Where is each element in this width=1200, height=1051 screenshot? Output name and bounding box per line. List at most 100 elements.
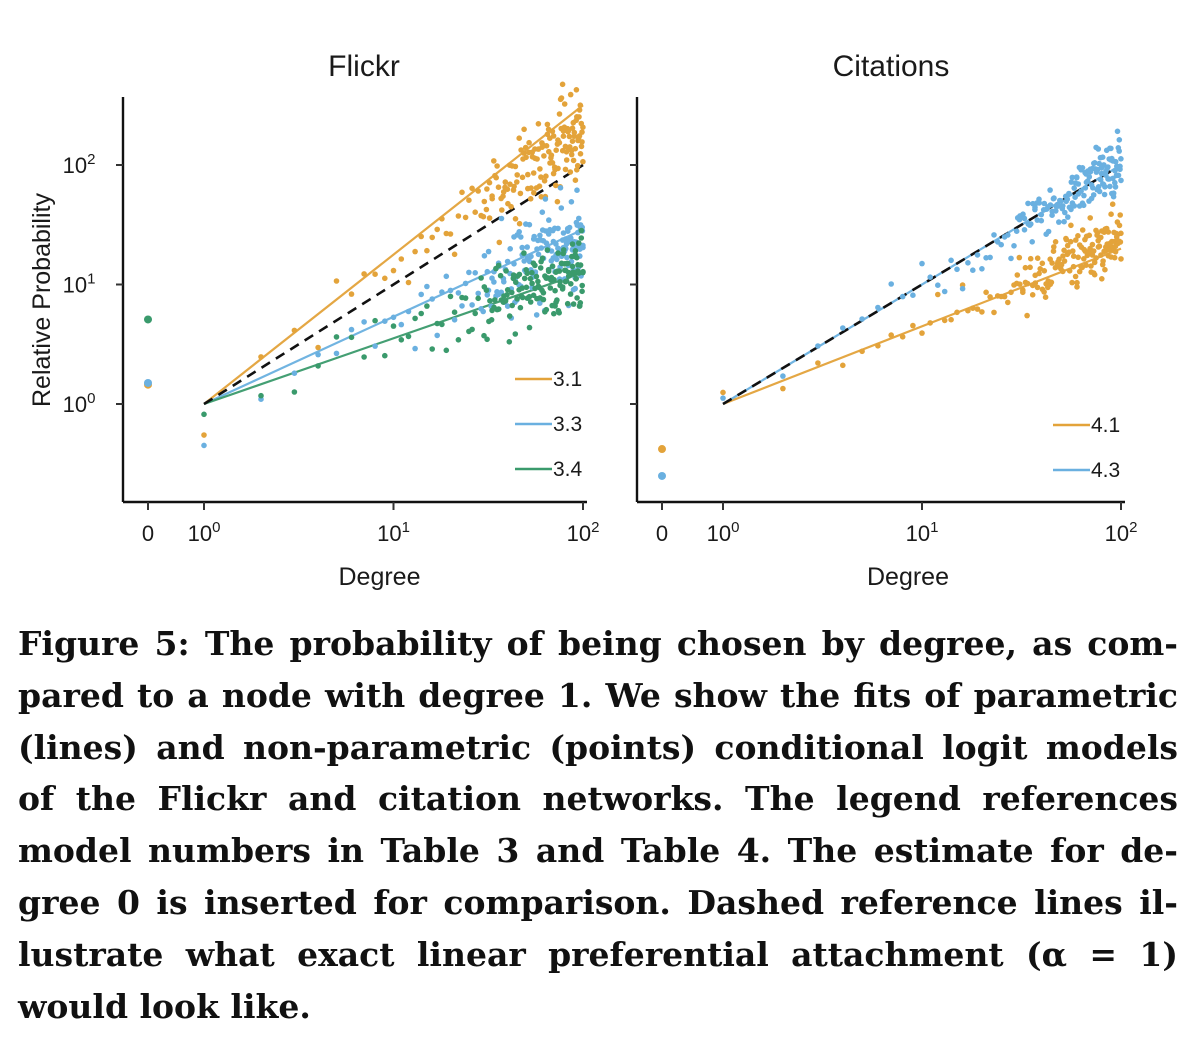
data-point-3-4 — [565, 260, 571, 267]
degree-zero-point-3-3 — [144, 378, 152, 387]
data-point-3-1 — [521, 126, 527, 133]
data-point-4-1 — [1052, 239, 1059, 245]
data-point-4-1 — [1116, 222, 1123, 229]
data-point-3-1 — [455, 213, 462, 219]
legend-label: 4.3 — [1091, 459, 1120, 482]
data-point-3-1 — [567, 91, 574, 98]
data-point-3-4 — [497, 272, 504, 279]
data-point-3-1 — [574, 162, 581, 169]
x-axis-title: Degree — [339, 563, 421, 591]
data-point-3-1 — [572, 145, 579, 152]
data-point-3-4 — [475, 295, 482, 302]
data-point-3-4 — [495, 306, 502, 312]
data-point-3-1 — [577, 102, 584, 108]
data-point-3-1 — [429, 234, 436, 241]
data-point-3-4 — [429, 346, 436, 352]
data-point-4-3 — [1028, 221, 1034, 227]
data-point-3-4 — [569, 263, 576, 270]
data-point-3-1 — [480, 213, 487, 220]
data-point-3-3 — [424, 283, 430, 290]
data-point-4-1 — [1020, 289, 1026, 296]
data-point-3-1 — [483, 206, 490, 213]
data-point-3-3 — [382, 318, 388, 325]
data-point-3-1 — [537, 166, 543, 172]
data-point-4-3 — [1116, 137, 1123, 143]
data-point-4-1 — [919, 330, 925, 336]
data-point-4-1 — [991, 309, 997, 316]
data-point-4-3 — [1025, 200, 1031, 207]
data-point-3-3 — [469, 302, 475, 308]
data-point-3-4 — [569, 241, 576, 247]
data-point-3-3 — [291, 370, 298, 377]
data-point-4-3 — [1047, 202, 1054, 208]
data-point-3-4 — [529, 280, 535, 287]
data-point-4-3 — [1095, 184, 1102, 190]
data-point-3-4 — [390, 323, 397, 329]
x-tick-label: 102 — [1105, 519, 1138, 546]
data-point-4-3 — [1118, 177, 1124, 184]
data-point-4-3 — [859, 316, 865, 322]
data-point-4-1 — [1048, 279, 1055, 286]
data-point-3-4 — [559, 286, 566, 292]
caption-line-5: model numbers in Table 3 and Table 4. Th… — [18, 831, 1178, 871]
panel-title: Citations — [833, 50, 950, 83]
data-point-4-1 — [1073, 237, 1079, 243]
data-point-4-1 — [859, 348, 865, 355]
data-point-3-4 — [291, 389, 298, 395]
data-point-4-3 — [1021, 227, 1028, 233]
data-point-4-1 — [1105, 229, 1112, 235]
data-point-4-1 — [1042, 294, 1049, 301]
data-point-4-3 — [1058, 198, 1064, 204]
data-point-4-1 — [899, 334, 906, 340]
data-point-4-1 — [1081, 255, 1087, 262]
data-point-3-1 — [570, 157, 577, 164]
data-point-4-1 — [1034, 284, 1041, 291]
data-point-4-1 — [1075, 254, 1081, 261]
caption-line-2: pared to a node with degree 1. We show t… — [18, 675, 1178, 715]
data-point-3-4 — [567, 291, 574, 297]
data-point-3-1 — [571, 129, 578, 136]
data-point-4-3 — [1068, 179, 1075, 185]
data-point-3-3 — [498, 215, 505, 222]
data-point-3-4 — [540, 290, 547, 296]
data-point-4-1 — [1066, 268, 1073, 274]
data-point-3-4 — [547, 285, 554, 291]
data-point-3-1 — [549, 160, 556, 166]
data-point-3-4 — [516, 271, 523, 278]
data-point-3-4 — [557, 278, 563, 285]
data-point-3-1 — [548, 152, 555, 158]
data-point-3-1 — [544, 121, 551, 128]
data-point-4-3 — [840, 325, 846, 331]
data-point-4-3 — [1045, 228, 1052, 235]
data-point-3-3 — [475, 290, 482, 297]
data-point-3-1 — [558, 95, 565, 101]
data-point-3-4 — [574, 254, 580, 261]
data-point-3-4 — [462, 295, 469, 301]
data-point-3-4 — [533, 273, 540, 280]
fit-line-3-4 — [203, 271, 584, 406]
data-point-3-4 — [576, 240, 582, 246]
data-point-4-3 — [875, 304, 881, 311]
x-tick-label: 101 — [377, 519, 410, 546]
data-point-3-4 — [537, 265, 544, 271]
data-point-3-1 — [553, 147, 559, 153]
data-point-3-3 — [459, 303, 465, 309]
data-point-4-1 — [1032, 280, 1039, 286]
data-point-4-3 — [1061, 218, 1067, 225]
data-point-3-3 — [361, 319, 367, 325]
data-point-3-1 — [496, 239, 503, 246]
data-point-3-1 — [472, 209, 479, 215]
data-point-4-3 — [1029, 239, 1035, 245]
data-point-3-3 — [481, 253, 488, 259]
data-point-3-3 — [557, 185, 564, 191]
data-point-4-3 — [987, 254, 993, 261]
data-point-3-3 — [518, 234, 524, 240]
data-point-3-1 — [390, 267, 397, 274]
data-point-3-1 — [521, 150, 527, 156]
data-point-3-4 — [544, 247, 551, 253]
data-point-4-3 — [1064, 196, 1071, 202]
data-point-3-1 — [504, 186, 511, 192]
data-point-3-4 — [554, 297, 560, 303]
data-point-4-3 — [1074, 174, 1080, 181]
panel-title: Flickr — [328, 50, 400, 83]
